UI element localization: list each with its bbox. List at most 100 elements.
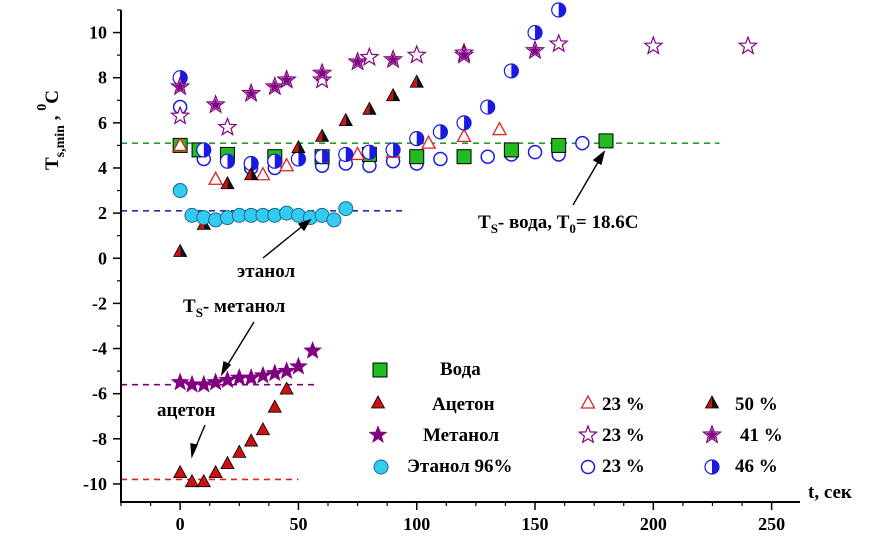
marker-half-fill [712,460,719,474]
annotation-water: TS- вода, T0= 18.6C [478,212,638,236]
marker-half-fill [535,25,543,40]
data-point [220,175,235,190]
data-point [527,24,543,41]
series-circle-open [172,99,590,176]
legend-text-methanol-23: 23 % [602,425,645,446]
data-point [575,135,590,151]
arrow-methanol-head [220,360,232,377]
data-point [432,124,448,140]
data-point [264,75,285,96]
legend-marker [580,394,596,409]
marker-half-fill [558,3,566,17]
data-point [172,464,188,479]
marker-half-fill [203,142,211,157]
data-point [362,101,377,115]
marker-outline [704,395,720,409]
legend-marker [373,459,389,475]
x-axis-label: t, сек [808,482,852,503]
marker-half-fill [345,147,353,162]
data-point [241,368,261,386]
data-point [208,464,223,479]
data-point [409,149,425,165]
data-point [338,112,353,126]
y-tick-label: -4 [92,339,107,359]
data-point [170,372,190,391]
marker-inner [244,87,258,99]
marker-half-fill [322,149,330,164]
data-point [420,134,437,149]
data-point [548,33,569,53]
data-point [206,372,226,391]
series-star-half [169,39,546,114]
data-point [433,151,448,167]
y-tick-label: 2 [98,203,107,223]
marker-inner [386,53,400,65]
series-circle [172,183,354,228]
data-point [361,144,378,160]
data-point [349,146,366,161]
legend-marker [704,459,720,475]
data-point [291,139,306,154]
data-point [279,381,294,395]
series-star [170,340,323,393]
x-tick-label: 50 [289,514,307,534]
marker-inner [268,80,281,92]
y-tick-label: -8 [92,429,107,449]
data-point [382,48,404,69]
y-tick-label: 8 [98,68,107,88]
legend-text-acetone-50: 50 % [735,394,778,415]
data-point [277,361,297,380]
data-point [265,363,285,382]
data-point [172,183,188,199]
data-point [598,133,614,149]
data-point [480,99,496,115]
marker-half-fill [393,142,401,157]
data-point [737,35,759,55]
x-tick-label: 100 [403,514,430,534]
legend-label-ethanol: Этанол 96% [407,456,513,477]
data-point [219,153,236,169]
marker-half-fill [487,100,495,115]
data-point [217,116,238,136]
data-points [169,2,759,488]
legend-marker [577,424,599,444]
data-point [196,142,212,158]
data-point [279,157,295,172]
legend-marker [580,459,596,475]
data-point [303,340,323,359]
y-tick-label: -6 [92,384,107,404]
marker-half-fill [298,151,306,166]
marker-half-fill [464,115,472,130]
legend-marker [704,395,720,409]
data-point [169,75,191,96]
data-point [503,142,519,158]
marker-inner [280,73,293,86]
data-point [243,433,259,447]
marker-inner [528,44,542,56]
series-circle-half [172,2,567,172]
data-point [524,39,546,60]
data-point [409,131,425,147]
data-point [172,137,188,152]
x-tick-label: 250 [758,514,785,534]
marker-outline [338,112,353,126]
data-point [220,455,235,470]
marker-half-fill [274,154,282,169]
marker-outline [172,243,188,257]
data-point [311,62,333,82]
marker-outline [409,74,424,88]
marker-inner [209,98,222,110]
marker-inner [351,55,364,68]
legend-label-acetone: Ацетон [432,394,495,415]
data-point [551,2,567,18]
data-point [326,212,342,228]
data-point [551,137,567,153]
data-point [456,128,472,143]
legend-label-water: Вода [440,359,481,380]
data-point [314,128,330,142]
data-point [255,166,271,181]
marker-outline [362,101,377,115]
legend-text-ethanol-23: 23 % [602,456,645,477]
y-tick-label: 4 [98,158,107,178]
x-tick-label: 0 [176,514,185,534]
